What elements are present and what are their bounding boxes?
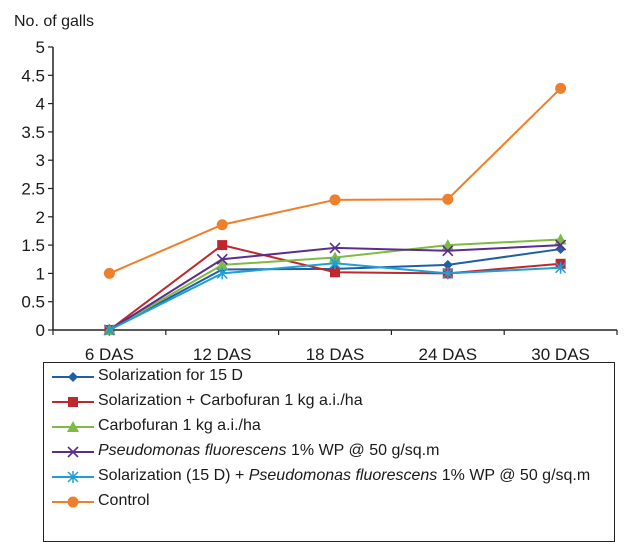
legend-item: Solarization for 15 D bbox=[44, 365, 614, 389]
legend-swatch-marker bbox=[67, 446, 79, 458]
legend-label-part: 1% WP @ 50 g/sq.m bbox=[437, 467, 591, 484]
data-point bbox=[216, 267, 228, 280]
axes bbox=[52, 47, 617, 331]
legend-swatch bbox=[52, 397, 94, 407]
legend-label: Carbofuran 1 kg a.i./ha bbox=[98, 417, 261, 434]
legend-label: Solarization + Carbofuran 1 kg a.i./ha bbox=[98, 392, 363, 409]
data-point bbox=[442, 193, 454, 205]
legend-swatch-marker bbox=[67, 421, 79, 432]
x-tick-label: 24 DAS bbox=[419, 345, 478, 364]
y-axis-ticks: 0 0.5 1 1.5 2 2.5 3 3.5 4 4.5 5 bbox=[21, 38, 53, 340]
data-point bbox=[329, 257, 341, 270]
x-axis-ticks: 6 DAS 12 DAS 18 DAS 24 DAS 30 DAS bbox=[52, 330, 618, 364]
x-tick-label: 30 DAS bbox=[531, 345, 590, 364]
legend-label: Pseudomonas fluorescens 1% WP @ 50 g/sq.… bbox=[98, 442, 439, 460]
legend-item: Control bbox=[44, 490, 614, 514]
data-point bbox=[555, 239, 567, 251]
legend-swatch-marker bbox=[67, 471, 79, 483]
legend-label-part: 1% WP @ 50 g/sq.m bbox=[286, 442, 440, 459]
x-tick-label: 12 DAS bbox=[193, 345, 252, 364]
series-group bbox=[103, 82, 567, 336]
y-tick-label: 4.5 bbox=[21, 66, 45, 85]
x-tick-label: 6 DAS bbox=[85, 345, 134, 364]
y-tick-label: 4 bbox=[36, 95, 45, 114]
legend-swatch bbox=[52, 372, 94, 382]
series-line bbox=[109, 87, 562, 275]
y-tick-label: 1 bbox=[36, 264, 45, 283]
data-point bbox=[216, 258, 229, 270]
data-point bbox=[442, 245, 454, 257]
data-point bbox=[442, 267, 454, 280]
y-tick-label: 2 bbox=[36, 208, 45, 227]
legend-swatch bbox=[52, 471, 94, 483]
legend-label-part: Pseudomonas fluorescens bbox=[248, 467, 438, 484]
data-point bbox=[442, 259, 453, 270]
y-tick-label: 3 bbox=[36, 151, 45, 170]
legend-swatch bbox=[52, 421, 94, 432]
y-axis-label: No. of galls bbox=[14, 13, 94, 30]
y-tick-label: 3.5 bbox=[21, 123, 45, 142]
legend-item: Solarization + Carbofuran 1 kg a.i./ha bbox=[44, 390, 614, 414]
y-tick-label: 2.5 bbox=[21, 180, 45, 199]
y-tick-label: 0.5 bbox=[21, 293, 45, 312]
legend-swatch bbox=[52, 496, 94, 508]
x-tick-label: 18 DAS bbox=[306, 345, 365, 364]
y-tick-label: 0 bbox=[36, 321, 45, 340]
legend-swatch-marker bbox=[68, 397, 78, 407]
legend-label: Solarization (15 D) + Pseudomonas fluore… bbox=[98, 467, 590, 485]
y-tick-label: 5 bbox=[36, 38, 45, 57]
legend: Solarization for 15 D Solarization + Carb… bbox=[43, 362, 615, 542]
legend-swatch-marker bbox=[67, 496, 79, 508]
data-point bbox=[555, 261, 567, 274]
legend-label-part: Solarization (15 D) + bbox=[98, 467, 249, 484]
data-point bbox=[216, 219, 228, 231]
data-point bbox=[555, 82, 567, 94]
legend-item: Solarization (15 D) + Pseudomonas fluore… bbox=[44, 465, 614, 489]
legend-label-part: Pseudomonas fluorescens bbox=[98, 442, 287, 459]
y-tick-label: 1.5 bbox=[21, 236, 45, 255]
data-point bbox=[216, 253, 228, 265]
data-point bbox=[330, 267, 340, 278]
legend-swatch bbox=[52, 446, 94, 458]
data-point bbox=[103, 324, 115, 336]
legend-item: Carbofuran 1 kg a.i./ha bbox=[44, 415, 614, 439]
data-point bbox=[103, 267, 115, 279]
legend-swatch-marker bbox=[68, 372, 78, 382]
legend-item: Pseudomonas fluorescens 1% WP @ 50 g/sq.… bbox=[44, 440, 614, 464]
series-6 bbox=[103, 82, 567, 279]
data-point bbox=[329, 194, 341, 206]
legend-label: Solarization for 15 D bbox=[98, 367, 243, 384]
series-5 bbox=[103, 257, 567, 336]
legend-label: Control bbox=[98, 492, 150, 509]
data-point bbox=[329, 242, 341, 254]
data-point bbox=[217, 240, 228, 251]
